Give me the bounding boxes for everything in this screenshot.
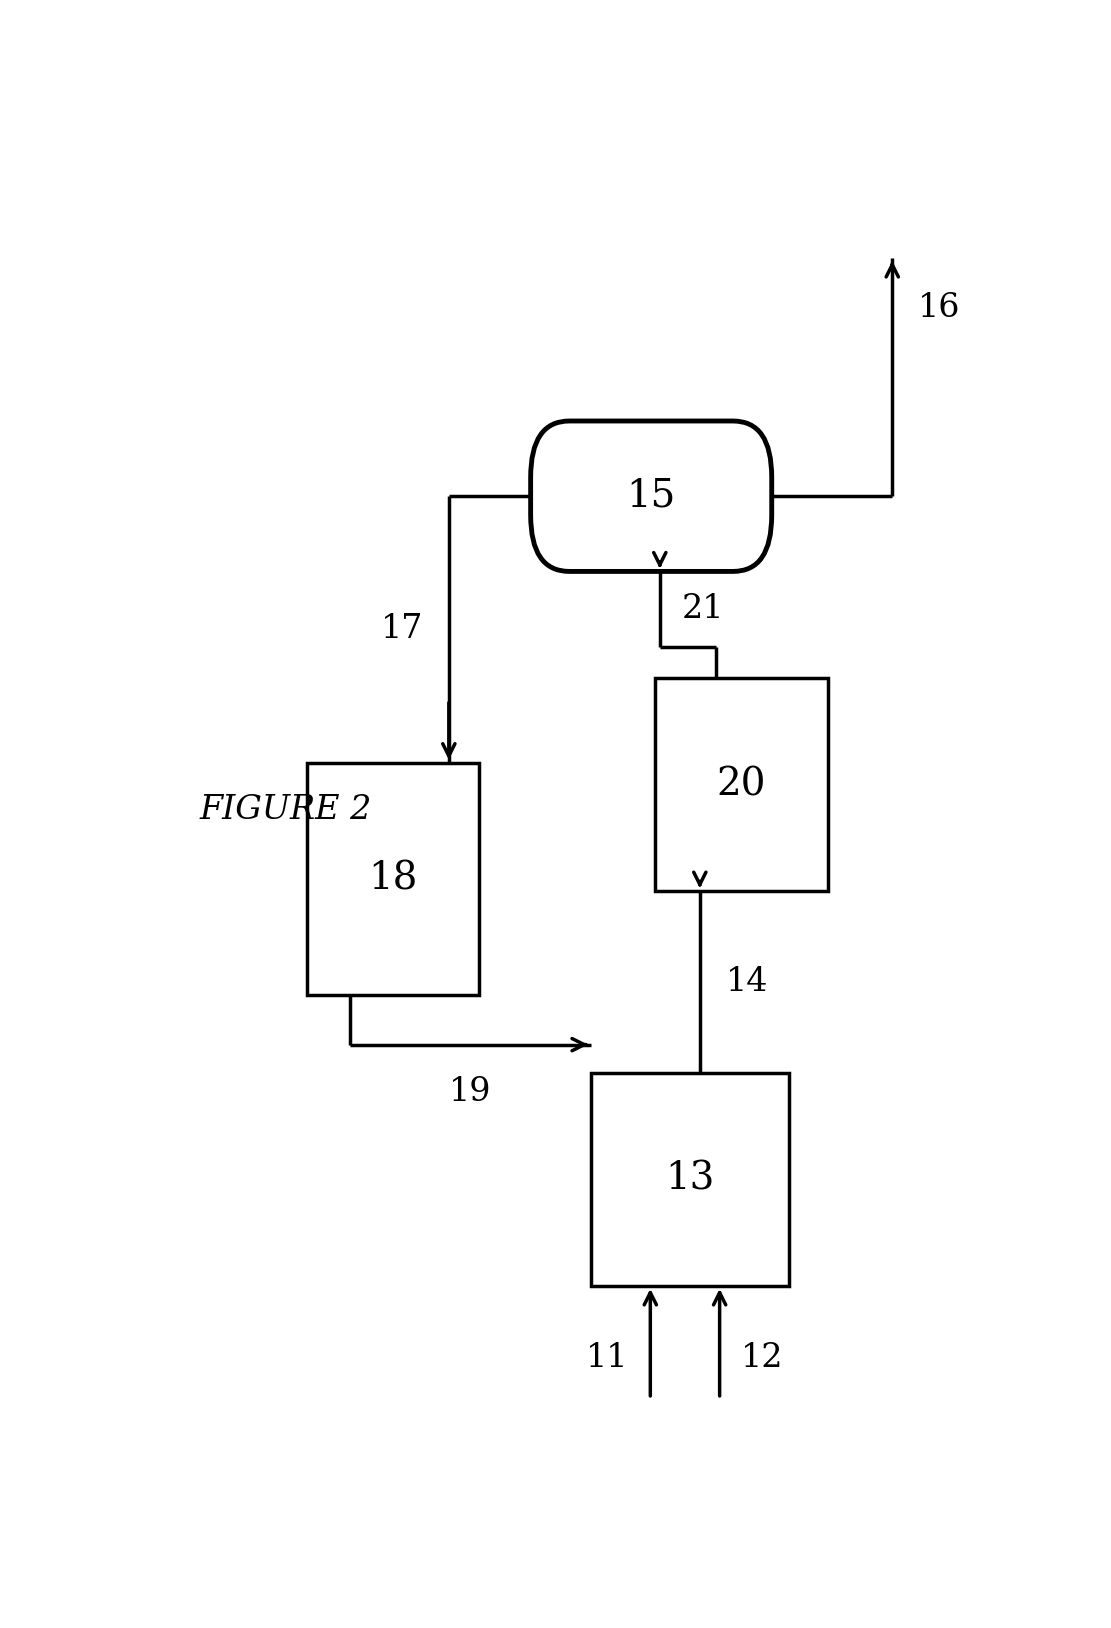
Text: FIGURE 2: FIGURE 2 xyxy=(199,793,371,825)
Text: 13: 13 xyxy=(665,1161,714,1198)
Text: 12: 12 xyxy=(741,1341,783,1374)
Text: 11: 11 xyxy=(587,1341,629,1374)
FancyBboxPatch shape xyxy=(531,422,772,571)
Text: 20: 20 xyxy=(717,767,767,803)
Text: 18: 18 xyxy=(368,860,418,897)
FancyBboxPatch shape xyxy=(655,677,828,891)
Text: 14: 14 xyxy=(725,965,768,998)
Text: 15: 15 xyxy=(627,477,675,514)
FancyBboxPatch shape xyxy=(591,1073,789,1286)
Text: 17: 17 xyxy=(381,614,423,645)
Text: 21: 21 xyxy=(681,593,724,625)
FancyBboxPatch shape xyxy=(307,762,479,995)
Text: 19: 19 xyxy=(449,1076,492,1109)
Text: 16: 16 xyxy=(918,291,961,324)
